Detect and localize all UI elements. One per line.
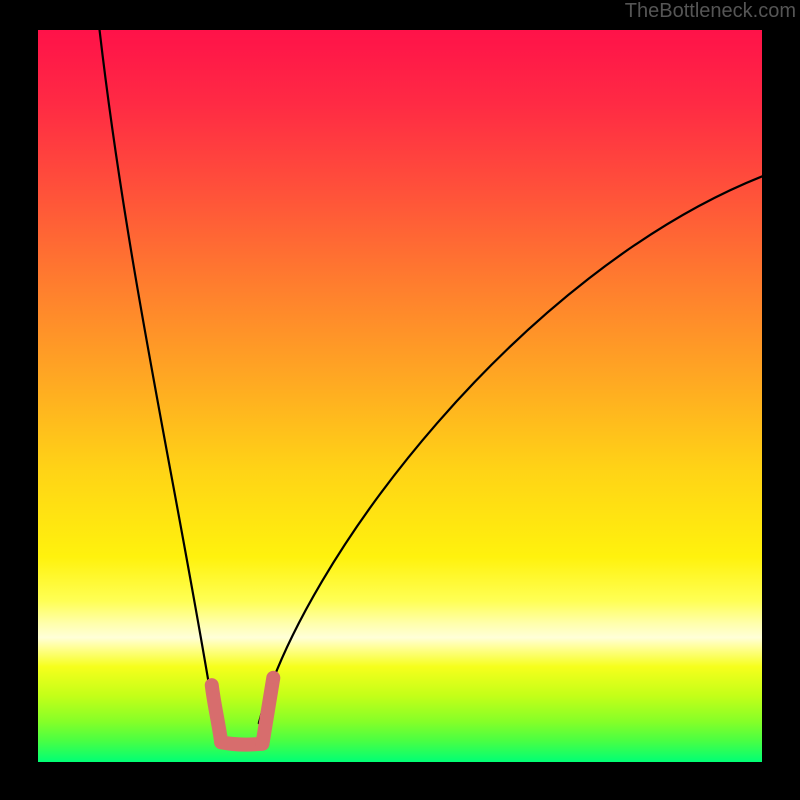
curve-endcap	[267, 672, 279, 684]
chart-root: TheBottleneck.com	[0, 0, 800, 800]
curve-segment-right-cap	[262, 678, 273, 744]
curve-layer	[38, 30, 762, 762]
curve-segment-left-arm	[100, 30, 216, 723]
curve-endcap	[206, 679, 218, 691]
watermark-text: TheBottleneck.com	[625, 0, 796, 23]
plot-area	[38, 30, 762, 762]
curve-segment-left-cap	[212, 685, 221, 742]
curve-segment-right-arm	[259, 176, 762, 723]
